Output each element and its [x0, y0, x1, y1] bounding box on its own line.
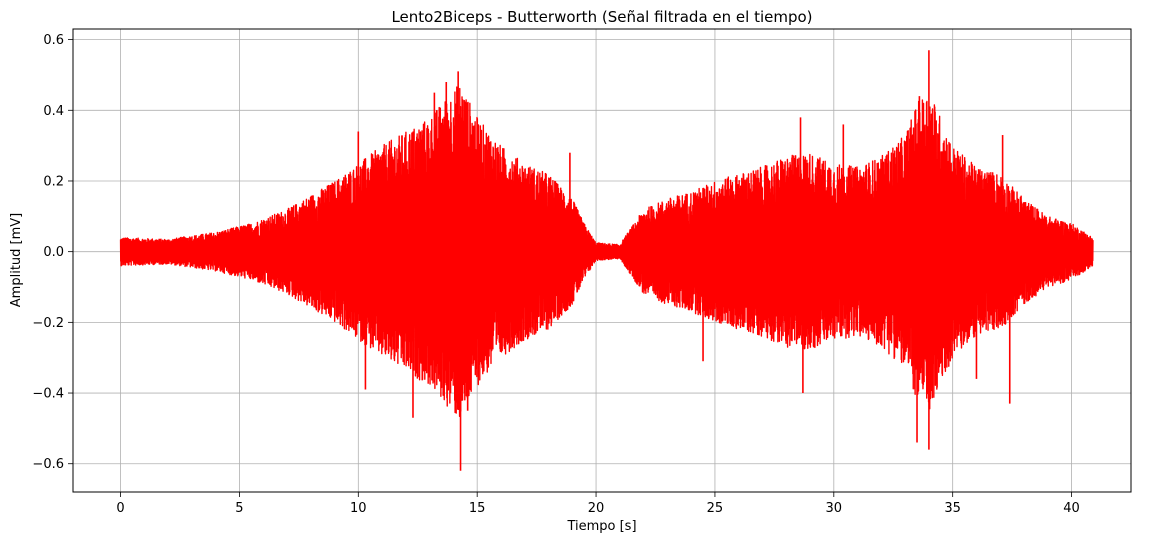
y-tick-label: −0.2: [32, 316, 64, 331]
y-axis-title: Amplitud [mV]: [9, 213, 24, 307]
x-tick-label: 25: [707, 501, 724, 516]
x-axis-title: Tiempo [s]: [566, 519, 636, 534]
y-tick-label: 0.6: [43, 33, 64, 48]
x-tick-label: 15: [469, 501, 486, 516]
signal-series-line: [119, 86, 1094, 418]
x-tick-label: 5: [235, 501, 243, 516]
chart-title: Lento2Biceps - Butterworth (Señal filtra…: [391, 8, 812, 26]
x-tick-label: 30: [826, 501, 843, 516]
series-layer: [119, 50, 1094, 471]
y-tick-label: −0.4: [32, 387, 64, 402]
x-tick-label: 10: [350, 501, 367, 516]
x-tick-label: 0: [116, 501, 124, 516]
y-tick-label: 0.0: [43, 245, 64, 260]
ticks-layer: 0 5 10 15 20 25 30 35 40 −0.6 −0.4 −0.2 0.0 0.2 0.4 0.6: [32, 33, 1079, 516]
x-tick-label: 20: [588, 501, 605, 516]
y-tick-label: 0.4: [43, 104, 64, 119]
y-tick-label: 0.2: [43, 174, 64, 189]
x-tick-label: 35: [944, 501, 961, 516]
x-tick-label: 40: [1063, 501, 1080, 516]
y-tick-label: −0.6: [32, 457, 64, 472]
plot-frame: [72, 28, 1132, 493]
